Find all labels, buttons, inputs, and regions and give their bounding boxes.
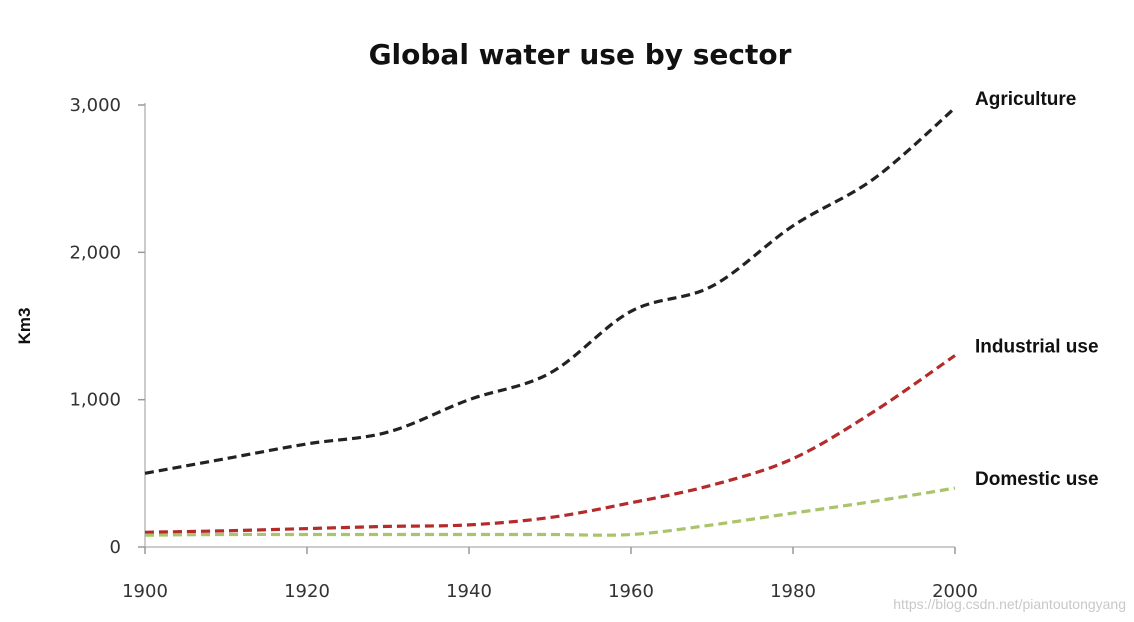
- series-labels: Agriculture Industrial use Domestic use: [975, 89, 1099, 490]
- series-line-domestic-use: [144, 486, 956, 537]
- series-label-industrial-use: Industrial use: [975, 336, 1099, 357]
- y-tick-label-0: 0: [110, 537, 121, 558]
- watermark: https://blog.csdn.net/piantoutongyang: [893, 596, 1126, 612]
- x-tick-label-1920: 1920: [284, 581, 330, 602]
- series-group: [144, 106, 957, 537]
- x-tick-label-2000: 2000: [932, 581, 978, 602]
- y-tick-label-1000: 1,000: [69, 390, 121, 411]
- x-ticks: 1900 1920 1940 1960 1980 2000: [122, 547, 978, 602]
- x-tick-label-1980: 1980: [770, 581, 816, 602]
- chart-title: Global water use by sector: [369, 38, 792, 71]
- y-tick-label-2000: 2,000: [69, 242, 121, 263]
- x-tick-label-1900: 1900: [122, 581, 168, 602]
- x-tick-label-1960: 1960: [608, 581, 654, 602]
- y-ticks: 0 1,000 2,000 3,000: [69, 95, 145, 558]
- series-label-domestic-use: Domestic use: [975, 469, 1099, 490]
- y-tick-label-3000: 3,000: [69, 95, 121, 116]
- series-line-agriculture: [144, 106, 957, 475]
- series-label-agriculture: Agriculture: [975, 89, 1076, 110]
- x-tick-label-1940: 1940: [446, 581, 492, 602]
- y-axis-label: Km3: [15, 308, 34, 345]
